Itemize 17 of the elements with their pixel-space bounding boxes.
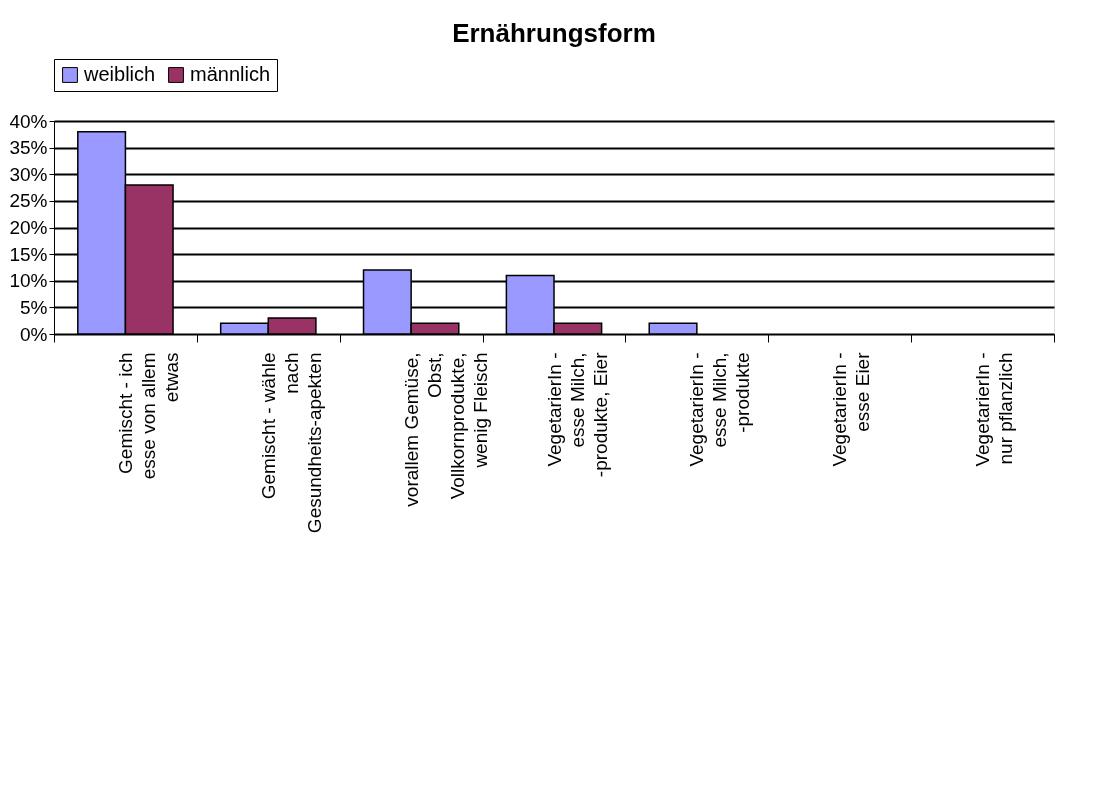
y-tick-label: 25%: [9, 190, 48, 212]
y-tick-label: 20%: [9, 217, 48, 238]
y-tick-label: 15%: [9, 243, 48, 265]
y-tick-label: 40%: [9, 110, 48, 132]
y-tick-label: 10%: [9, 270, 48, 292]
x-tick-label: VegetarierIn - esse Milch, -produkte: [686, 352, 754, 467]
y-tick-label: 0%: [20, 323, 48, 345]
y-tick-label: 30%: [9, 163, 48, 185]
x-tick-label: vorallem Gemüse, Obst, Vollkornprodukte, wenig Fleisch: [400, 352, 491, 507]
x-tick-label: VegetarierIn - nur pflanzlich: [972, 352, 1017, 467]
x-tick-label: Gemischt - ich esse von allem etwas: [114, 352, 182, 480]
y-tick-label: 5%: [20, 296, 48, 318]
x-tick-label: VegetarierIn - esse Eier: [829, 351, 874, 467]
chart-title: Ernährungsform: [452, 17, 656, 48]
y-tick-label: 35%: [9, 137, 48, 159]
legend-label: männlich: [190, 63, 271, 85]
legend-label: weiblich: [83, 63, 156, 85]
